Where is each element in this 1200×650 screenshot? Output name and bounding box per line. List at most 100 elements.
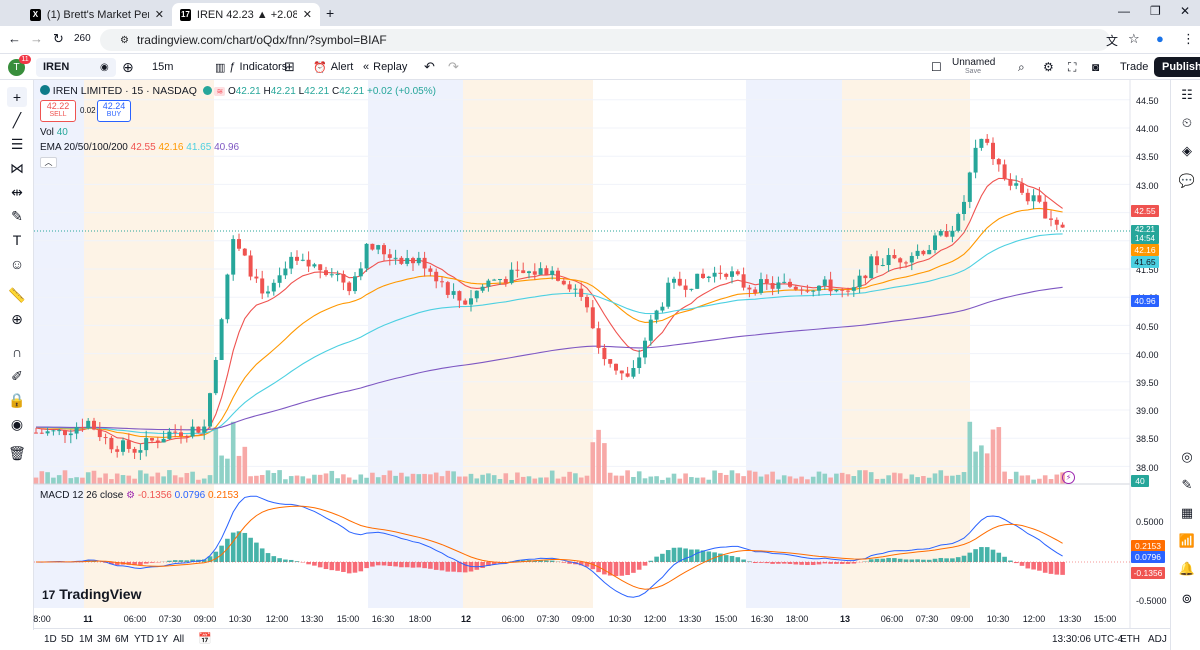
pencil-ideas-icon[interactable]: ✎	[1181, 477, 1193, 492]
browser-tab-tradingview[interactable]: 17 IREN 42.23 ▲ +2.08% Unname ✕	[172, 3, 320, 26]
alert-button[interactable]: ⏰ Alert	[313, 58, 353, 76]
layout-name-button[interactable]: Unnamed Save	[952, 57, 995, 75]
magnet-icon[interactable]: ∩	[11, 344, 23, 360]
lock-drawing-icon[interactable]: ✐	[11, 367, 23, 384]
fib-levels-icon[interactable]: ☰	[10, 135, 24, 152]
forecast-icon[interactable]: ⇹	[11, 183, 23, 200]
range-5d[interactable]: 5D	[61, 634, 74, 645]
redo-icon[interactable]: ↷	[448, 59, 459, 74]
back-icon[interactable]: ←	[8, 31, 21, 46]
range-ytd[interactable]: YTD	[134, 634, 154, 645]
volume-bar	[567, 471, 572, 484]
range-1m[interactable]: 1M	[79, 634, 93, 645]
range-1y[interactable]: 1Y	[156, 634, 169, 645]
symbol-search[interactable]: IREN ◉	[36, 58, 116, 77]
candle-body	[573, 288, 578, 290]
session-button[interactable]: ETH	[1120, 634, 1140, 645]
emoji-icon[interactable]: ☺	[9, 256, 25, 272]
browser-tab-x[interactable]: X (1) Brett's Market Perspective (@ ✕	[22, 3, 172, 26]
templates-grid-icon[interactable]: ⊞	[284, 59, 295, 74]
brush-icon[interactable]: ✎	[11, 207, 23, 224]
site-info-icon[interactable]: ⚙	[120, 34, 129, 46]
ema-legend[interactable]: EMA 20/50/100/200 42.55 42.16 41.65 40.9…	[40, 142, 239, 153]
lock-icon[interactable]: 🔒	[8, 391, 26, 408]
volume-bar	[33, 477, 39, 484]
zoom-in-icon[interactable]: ⊕	[11, 310, 23, 327]
replay-button[interactable]: «Replay	[363, 58, 407, 76]
candle-body	[689, 288, 694, 290]
watchlist-icon[interactable]: ☷	[1181, 87, 1193, 102]
macd-histogram-bar	[613, 562, 619, 577]
trend-line-icon[interactable]: ╱	[12, 111, 22, 128]
adjust-button[interactable]: ADJ	[1148, 634, 1167, 645]
broadcast-icon[interactable]: 📶	[1178, 533, 1196, 548]
volume-bar	[230, 421, 236, 484]
candle-body	[741, 274, 746, 288]
close-window-icon[interactable]: ✕	[1180, 4, 1191, 18]
volume-bar	[445, 470, 451, 484]
new-tab-button[interactable]: +	[326, 5, 335, 21]
url-field[interactable]: ⚙ tradingview.com/chart/oQdx/fnn/?symbol…	[100, 29, 1110, 51]
camera-icon[interactable]: ◙	[1092, 60, 1100, 74]
volume-legend[interactable]: Vol 40	[40, 127, 68, 138]
collapse-legend-chevron-up-icon[interactable]: ︿	[40, 157, 57, 168]
text-tool-icon[interactable]: T	[12, 232, 22, 248]
forward-icon[interactable]: →	[30, 31, 43, 46]
alerts-clock-icon[interactable]: ⏲	[1181, 115, 1193, 130]
pattern-icon[interactable]: ⋈	[10, 159, 24, 176]
close-icon[interactable]: ✕	[154, 9, 164, 21]
tradingview-logo[interactable]: 17 TradingView	[42, 586, 141, 602]
fullscreen-icon[interactable]: ⛶	[1068, 59, 1077, 74]
candle-body	[956, 214, 961, 231]
indicators-button[interactable]: ▥ ƒ Indicators	[215, 58, 287, 76]
compare-eye-icon[interactable]: ◉	[100, 62, 109, 73]
candle-body	[712, 272, 717, 277]
crosshair-icon[interactable]: +	[7, 87, 27, 107]
ruler-icon[interactable]: 📏	[8, 286, 26, 303]
volume-bar	[277, 470, 282, 484]
quick-search-icon[interactable]: ⌕	[1018, 59, 1025, 74]
candle-body	[753, 289, 758, 293]
close-icon[interactable]: ✕	[302, 9, 312, 21]
notifications-bell-icon[interactable]: 🔔	[1178, 561, 1196, 576]
layers-icon[interactable]: ◈	[1182, 143, 1192, 158]
layout-square-icon[interactable]: ☐	[931, 60, 942, 74]
interval-button[interactable]: 15m	[152, 61, 174, 73]
sell-button[interactable]: 42.22 SELL	[40, 100, 76, 122]
macd-legend[interactable]: MACD 12 26 close ⚙ -0.1356 0.0796 0.2153	[40, 490, 239, 501]
time-tick: 12:00	[1022, 614, 1046, 624]
compare-add-icon[interactable]: ⊕	[122, 59, 134, 75]
date-range-calendar-icon[interactable]: 📅	[198, 633, 212, 645]
help-icon[interactable]: ⊚	[1181, 591, 1193, 606]
range-6m[interactable]: 6M	[115, 634, 129, 645]
profile-icon[interactable]: ●	[1156, 31, 1164, 46]
translate-icon[interactable]: 文	[1106, 34, 1119, 48]
calendar-icon[interactable]: ▦	[1180, 505, 1194, 520]
browser-menu-icon[interactable]: ⋮	[1182, 31, 1195, 46]
range-all[interactable]: All	[173, 634, 185, 645]
volume-bar	[225, 458, 230, 484]
macd-settings-icon[interactable]: ⚙	[126, 490, 136, 501]
volume-bar	[497, 479, 503, 484]
chat-icon[interactable]: 💬	[1178, 173, 1196, 188]
visibility-eye-icon[interactable]: ◉	[10, 415, 24, 432]
publish-button[interactable]: Publish	[1154, 57, 1200, 77]
range-3m[interactable]: 3M	[97, 634, 111, 645]
settings-gear-icon[interactable]: ⚙	[1043, 60, 1054, 74]
restore-icon[interactable]: ❐	[1150, 4, 1161, 18]
symbol-title[interactable]: IREN LIMITED · 15 · NASDAQ	[52, 85, 197, 97]
target-icon[interactable]: ◎	[1181, 449, 1193, 464]
lightning-icon[interactable]: ⚡	[1062, 471, 1075, 484]
buy-button[interactable]: 42.24 BUY	[97, 100, 131, 122]
macd-hist-tag: -0.1356	[1131, 567, 1165, 579]
undo-icon[interactable]: ↶	[424, 59, 435, 74]
trash-icon[interactable]: 🗑	[8, 444, 26, 461]
candle-body	[428, 268, 433, 272]
range-1d[interactable]: 1D	[44, 634, 57, 645]
clock-timezone[interactable]: 13:30:06 UTC-4	[1052, 634, 1124, 645]
minimize-icon[interactable]: —	[1118, 4, 1130, 18]
trade-button[interactable]: Trade	[1120, 61, 1149, 73]
reload-icon[interactable]: ↻	[53, 31, 64, 46]
bookmark-star-icon[interactable]: ☆	[1128, 31, 1140, 46]
